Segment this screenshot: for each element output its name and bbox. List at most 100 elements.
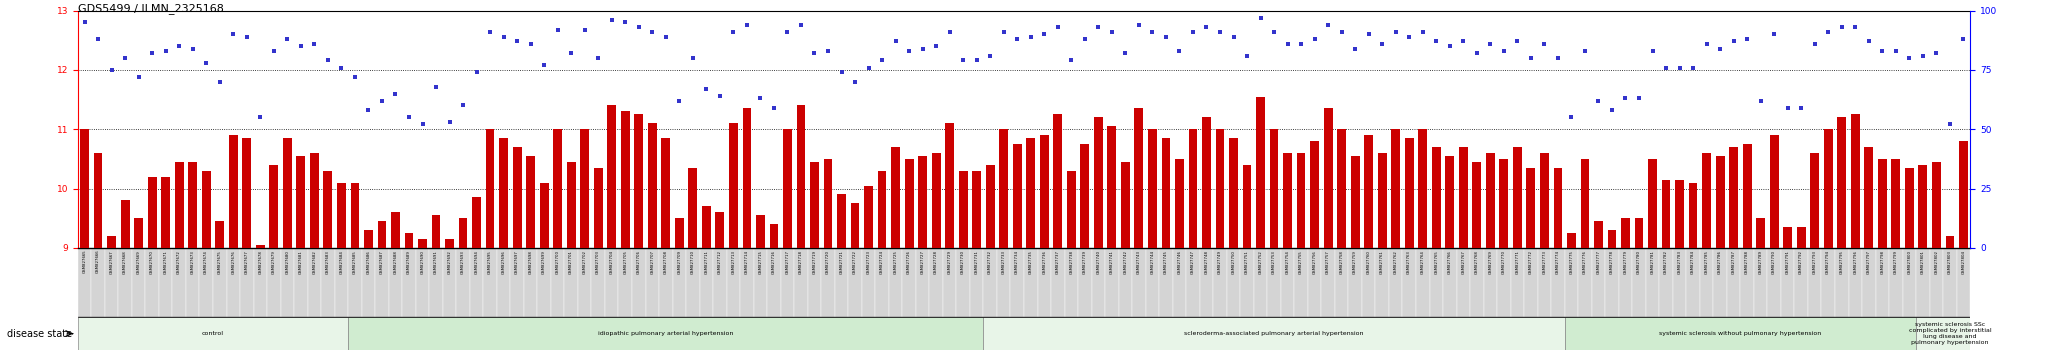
Point — [446, 103, 479, 108]
Text: GSM827794: GSM827794 — [1827, 250, 1831, 274]
Bar — [958, 171, 967, 248]
Point — [987, 29, 1020, 35]
Bar — [743, 108, 752, 248]
Bar — [227, 248, 240, 317]
Text: GSM827731: GSM827731 — [975, 250, 979, 274]
Bar — [1270, 129, 1278, 248]
Bar — [1929, 248, 1944, 317]
Point — [461, 69, 494, 75]
Text: GSM827740: GSM827740 — [1096, 250, 1100, 274]
Text: GSM827784: GSM827784 — [1692, 250, 1696, 274]
Text: GSM827682: GSM827682 — [313, 250, 315, 274]
Bar — [1593, 221, 1604, 248]
Bar — [350, 183, 358, 248]
Bar — [621, 112, 629, 248]
Text: GSM827722: GSM827722 — [854, 250, 856, 274]
Bar — [1538, 248, 1550, 317]
Bar — [891, 147, 899, 248]
Bar — [565, 248, 578, 317]
Bar — [1632, 248, 1647, 317]
Point — [1569, 48, 1602, 54]
Bar — [1690, 183, 1698, 248]
Bar — [715, 212, 725, 248]
Bar — [1524, 248, 1538, 317]
Point — [1298, 36, 1331, 42]
Bar — [930, 248, 942, 317]
Bar — [1743, 144, 1751, 248]
Text: scleroderma-associated pulmonary arterial hypertension: scleroderma-associated pulmonary arteria… — [1184, 331, 1364, 336]
Point — [1513, 55, 1548, 61]
Text: GSM827744: GSM827744 — [1151, 250, 1155, 274]
Bar — [295, 248, 307, 317]
Bar — [1106, 248, 1118, 317]
Bar — [1917, 248, 1929, 317]
Text: GSM827768: GSM827768 — [1475, 250, 1479, 274]
Text: GSM827721: GSM827721 — [840, 250, 844, 274]
Bar — [618, 248, 633, 317]
Point — [1081, 24, 1114, 30]
Bar — [971, 248, 983, 317]
Text: GSM827723: GSM827723 — [866, 250, 870, 274]
Text: GSM827736: GSM827736 — [1042, 250, 1047, 274]
Bar — [512, 147, 522, 248]
Bar — [942, 248, 956, 317]
Bar — [160, 248, 172, 317]
Point — [487, 34, 520, 40]
Bar — [553, 129, 561, 248]
Point — [838, 79, 870, 85]
Text: GSM827752: GSM827752 — [1260, 250, 1262, 274]
Bar — [1782, 248, 1794, 317]
Bar — [918, 156, 928, 248]
Point — [1528, 41, 1561, 47]
Text: GSM827720: GSM827720 — [825, 250, 829, 274]
Bar — [1145, 248, 1159, 317]
Text: GSM827689: GSM827689 — [408, 250, 412, 274]
Bar — [1567, 233, 1575, 248]
Text: GSM827738: GSM827738 — [1069, 250, 1073, 274]
Text: GSM827692: GSM827692 — [449, 250, 451, 274]
Text: GSM827666: GSM827666 — [96, 250, 100, 274]
Text: GSM827776: GSM827776 — [1583, 250, 1587, 274]
Bar — [1280, 248, 1294, 317]
Bar — [1352, 156, 1360, 248]
Bar — [106, 236, 117, 248]
Bar — [375, 248, 389, 317]
Bar — [162, 177, 170, 248]
Bar — [1389, 248, 1403, 317]
Bar — [1741, 248, 1753, 317]
Text: GSM827790: GSM827790 — [1772, 250, 1776, 274]
Point — [203, 79, 236, 85]
Bar — [1511, 248, 1524, 317]
Bar — [270, 165, 279, 248]
Text: GSM827728: GSM827728 — [934, 250, 938, 274]
Point — [1880, 48, 1913, 54]
Bar — [1081, 144, 1090, 248]
Bar — [1335, 248, 1348, 317]
Text: GSM827713: GSM827713 — [731, 250, 735, 274]
Point — [258, 48, 291, 54]
Bar — [850, 203, 860, 248]
Bar — [1241, 248, 1253, 317]
Bar — [807, 248, 821, 317]
Text: GSM827677: GSM827677 — [246, 250, 248, 274]
Bar — [1458, 147, 1468, 248]
Text: GSM827737: GSM827737 — [1057, 250, 1059, 274]
Bar — [524, 248, 537, 317]
Point — [1784, 105, 1817, 111]
Bar — [1649, 159, 1657, 248]
Bar — [147, 177, 156, 248]
Bar — [1483, 248, 1497, 317]
Bar — [119, 248, 131, 317]
Bar — [1176, 159, 1184, 248]
Bar — [240, 248, 254, 317]
Point — [393, 115, 426, 120]
Text: GSM827777: GSM827777 — [1597, 250, 1599, 274]
Text: systemic sclerosis SSc
complicated by interstitial
lung disease and
pulmonary hy: systemic sclerosis SSc complicated by in… — [1909, 322, 1991, 345]
Text: GSM827706: GSM827706 — [637, 250, 641, 274]
Text: GSM827793: GSM827793 — [1812, 250, 1817, 274]
Point — [1677, 65, 1710, 70]
Bar — [174, 162, 184, 248]
Text: GSM827724: GSM827724 — [881, 250, 885, 274]
Text: GSM827705: GSM827705 — [623, 250, 627, 274]
Point — [1028, 32, 1061, 37]
